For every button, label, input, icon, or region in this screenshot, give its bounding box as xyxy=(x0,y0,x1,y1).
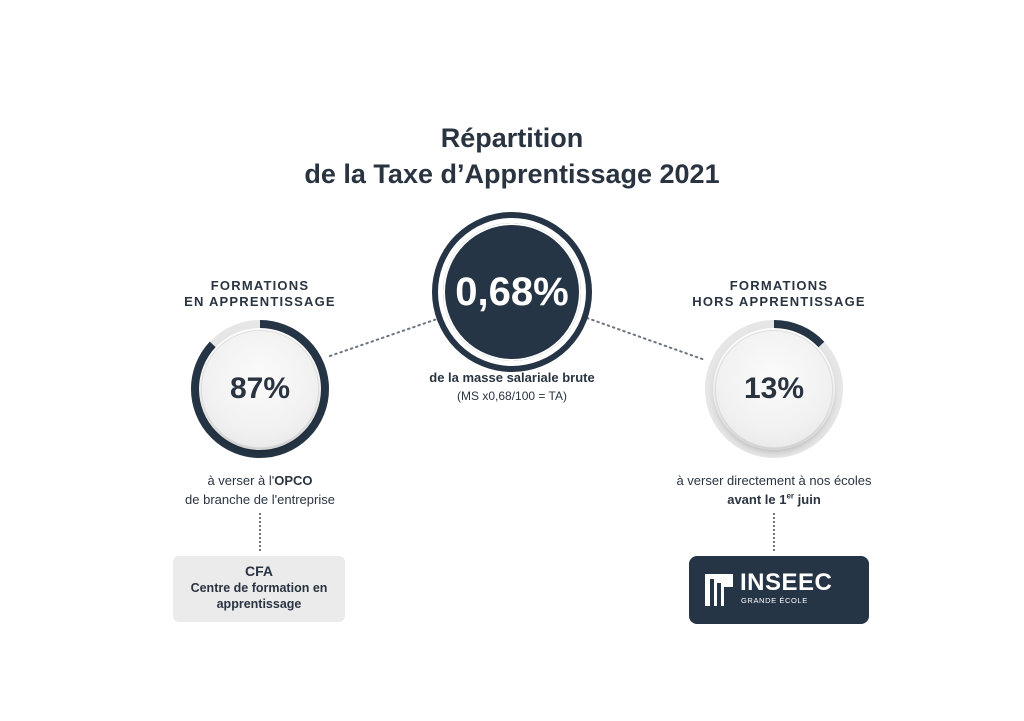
left-percent-label: 87% xyxy=(229,372,291,405)
right-caption-line-1: à verser directement à nos écoles xyxy=(676,473,872,488)
cfa-box-title: CFA xyxy=(245,563,273,579)
right-ring-fill xyxy=(705,320,843,458)
right-heading-line-1: FORMATIONS xyxy=(729,278,829,293)
center-caption-formula: (MS x0,68/100 = TA) xyxy=(457,389,567,403)
right-progress-ring xyxy=(705,320,843,458)
page-title: Répartition de la Taxe d’Apprentissage 2… xyxy=(0,120,1024,192)
left-ring-fill xyxy=(191,320,329,458)
right-caption: à verser directement à nos écoles avant … xyxy=(654,471,894,509)
left-heading-line-1: FORMATIONS xyxy=(210,278,310,293)
cfa-box-subtitle-2: apprentissage xyxy=(216,597,302,611)
right-vertical-dots xyxy=(773,513,775,551)
left-heading: FORMATIONS EN APPRENTISSAGE xyxy=(160,278,360,310)
right-heading: FORMATIONS HORS APPRENTISSAGE xyxy=(669,278,889,310)
center-caption-bold: de la masse salariale brute xyxy=(429,370,595,385)
right-heading-line-2: HORS APPRENTISSAGE xyxy=(692,294,866,309)
center-value: 0,68% xyxy=(455,269,569,314)
right-caption-bold-prefix: avant le 1 xyxy=(727,492,787,507)
cfa-box-subtitle-1: Centre de formation en xyxy=(190,581,328,595)
left-progress-ring xyxy=(191,320,329,458)
left-caption-bold: OPCO xyxy=(274,473,313,488)
right-percent-label: 13% xyxy=(743,372,805,405)
inseec-logo-text: INSEEC xyxy=(740,569,833,596)
inseec-logo-icon xyxy=(705,574,733,606)
left-caption-line-1: à verser à l'OPCO xyxy=(150,471,370,490)
right-caption-bold-suffix: juin xyxy=(794,492,821,507)
center-disc: 0,68% xyxy=(443,223,581,361)
right-percent-disc: 13% xyxy=(716,331,832,447)
right-caption-line-2: avant le 1er juin xyxy=(654,490,894,509)
left-caption: à verser à l'OPCO de branche de l'entrep… xyxy=(150,471,370,509)
right-caption-sup: er xyxy=(786,491,795,501)
connector-left xyxy=(329,317,441,357)
inseec-logo-subtext: GRANDE ÉCOLE xyxy=(741,596,808,605)
title-line-1: Répartition xyxy=(440,123,584,153)
inseec-logo-box: INSEEC GRANDE ÉCOLE xyxy=(689,556,869,624)
left-heading-line-2: EN APPRENTISSAGE xyxy=(184,294,336,309)
center-ring xyxy=(432,212,592,372)
left-caption-line-2: de branche de l'entreprise xyxy=(185,492,335,507)
title-line-2: de la Taxe d’Apprentissage 2021 xyxy=(304,159,720,189)
cfa-box: CFA Centre de formation en apprentissage xyxy=(173,556,345,622)
left-vertical-dots xyxy=(259,513,261,551)
center-caption: de la masse salariale brute (MS x0,68/10… xyxy=(392,368,632,406)
left-caption-prefix: à verser à l' xyxy=(207,473,275,488)
left-percent-disc: 87% xyxy=(202,331,318,447)
connector-right xyxy=(586,317,706,361)
